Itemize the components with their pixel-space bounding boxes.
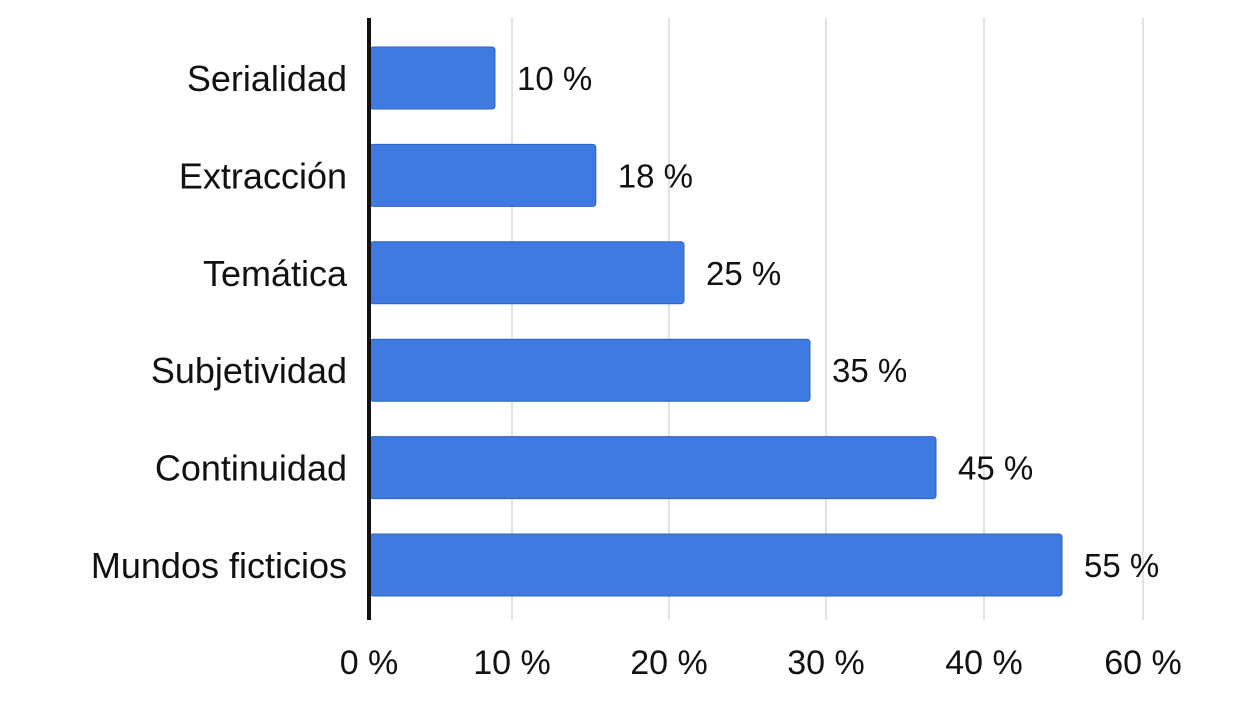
data-label: 55 % [1084,547,1159,584]
data-labels: 10 % 18 % 25 % 35 % 45 % 55 % [517,60,1159,584]
bar [369,241,685,305]
x-tick-label: 20 % [630,644,708,682]
bar [369,143,597,207]
category-labels: Serialidad Extracción Temática Subjetividad… [91,58,348,586]
bar [369,436,937,500]
bar [369,46,496,110]
category-label: Subjetividad [151,350,347,391]
category-label: Mundos ficticios [91,545,347,586]
bar [369,533,1063,597]
category-label: Extracción [179,155,347,196]
category-label: Continuidad [155,448,347,489]
data-label: 10 % [517,60,592,97]
category-label: Serialidad [187,58,347,99]
x-tick-label: 40 % [945,644,1023,682]
data-label: 18 % [618,157,693,194]
data-label: 45 % [958,450,1033,487]
x-tick-label: 0 % [340,644,399,682]
data-label: 25 % [706,255,781,292]
x-tick-label: 30 % [787,644,865,682]
bars [369,46,1063,597]
bar [369,338,811,402]
x-tick-labels: 0 % 10 % 20 % 30 % 40 % 60 % [340,644,1182,682]
x-tick-label: 10 % [473,644,551,682]
x-tick-label: 60 % [1104,644,1182,682]
grid-lines [511,18,1144,620]
data-label: 35 % [832,352,907,389]
category-label: Temática [203,253,348,294]
